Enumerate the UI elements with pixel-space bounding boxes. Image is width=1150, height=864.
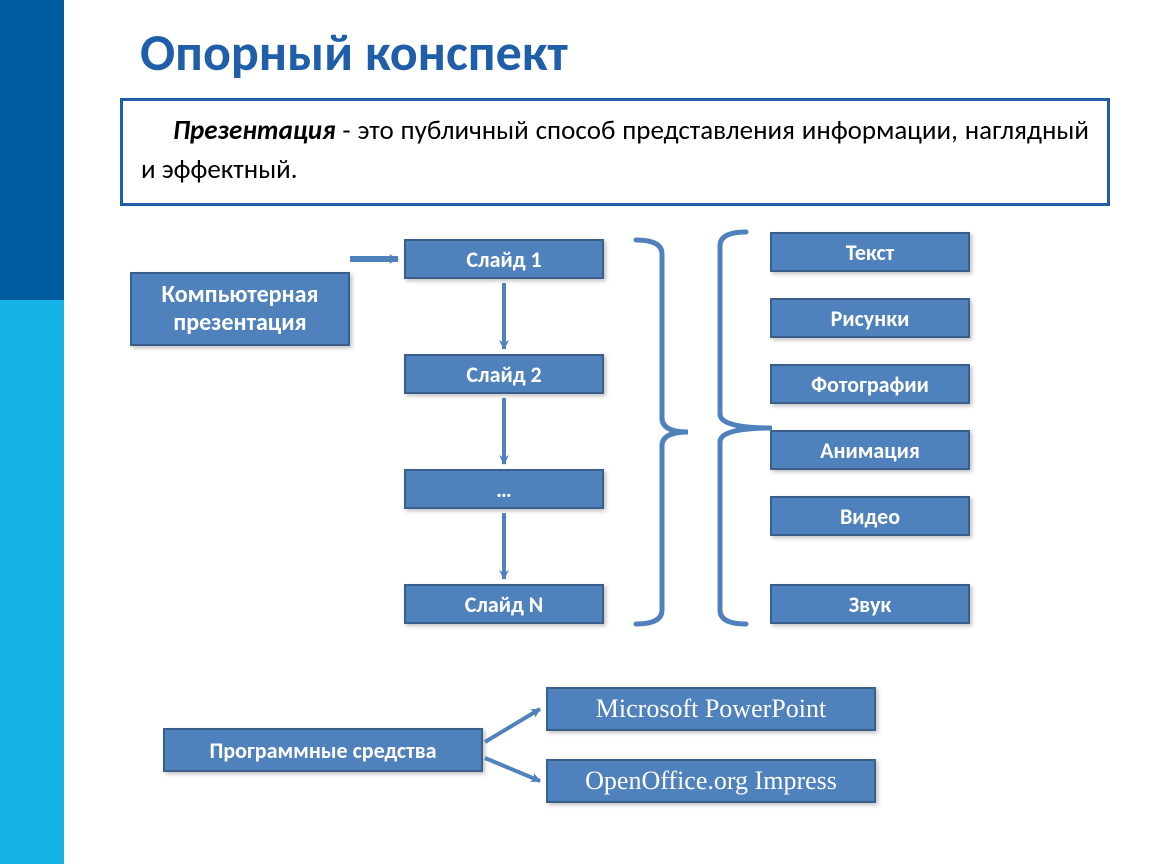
node-slide-1: Слайд 1 bbox=[404, 239, 604, 279]
node-label: Звук bbox=[849, 591, 892, 618]
node-label: Фотографии bbox=[811, 371, 929, 398]
arrow-tool_imp bbox=[485, 758, 540, 781]
node-label: … bbox=[496, 476, 512, 503]
node-label: Компьютерная презентация bbox=[132, 281, 348, 336]
arrow-tool_ppt bbox=[485, 709, 540, 742]
node-label: Анимация bbox=[820, 437, 920, 464]
node-sound: Звук bbox=[770, 584, 970, 624]
node-computer-presentation: Компьютерная презентация bbox=[130, 272, 350, 346]
sidebar-accent-bottom bbox=[0, 300, 64, 864]
node-label: OpenOffice.org Impress bbox=[585, 766, 837, 796]
node-animation: Анимация bbox=[770, 430, 970, 470]
node-label: Текст bbox=[846, 239, 895, 266]
node-tools: Программные средства bbox=[163, 728, 483, 772]
node-photos: Фотографии bbox=[770, 364, 970, 404]
node-impress: OpenOffice.org Impress bbox=[546, 759, 876, 803]
node-video: Видео bbox=[770, 496, 970, 536]
node-label: Слайд 1 bbox=[466, 246, 541, 273]
node-label: Microsoft PowerPoint bbox=[596, 694, 826, 724]
node-label: Видео bbox=[840, 503, 900, 530]
page-title: Опорный конспект bbox=[140, 20, 568, 84]
node-powerpoint: Microsoft PowerPoint bbox=[546, 687, 876, 731]
node-text: Текст bbox=[770, 232, 970, 272]
node-label: Слайд 2 bbox=[466, 361, 541, 388]
node-slide-dots: … bbox=[404, 469, 604, 509]
definition-term: Презентация bbox=[173, 114, 336, 147]
sidebar-accent-top bbox=[0, 0, 64, 300]
node-slide-n: Слайд N bbox=[404, 584, 604, 624]
definition-box: Презентация - это публичный способ предс… bbox=[120, 98, 1110, 206]
node-slide-2: Слайд 2 bbox=[404, 354, 604, 394]
brace-right bbox=[720, 232, 772, 624]
node-label: Программные средства bbox=[210, 737, 437, 764]
node-pictures: Рисунки bbox=[770, 298, 970, 338]
node-label: Слайд N bbox=[465, 591, 544, 618]
node-label: Рисунки bbox=[831, 305, 910, 332]
brace-left bbox=[636, 240, 688, 624]
